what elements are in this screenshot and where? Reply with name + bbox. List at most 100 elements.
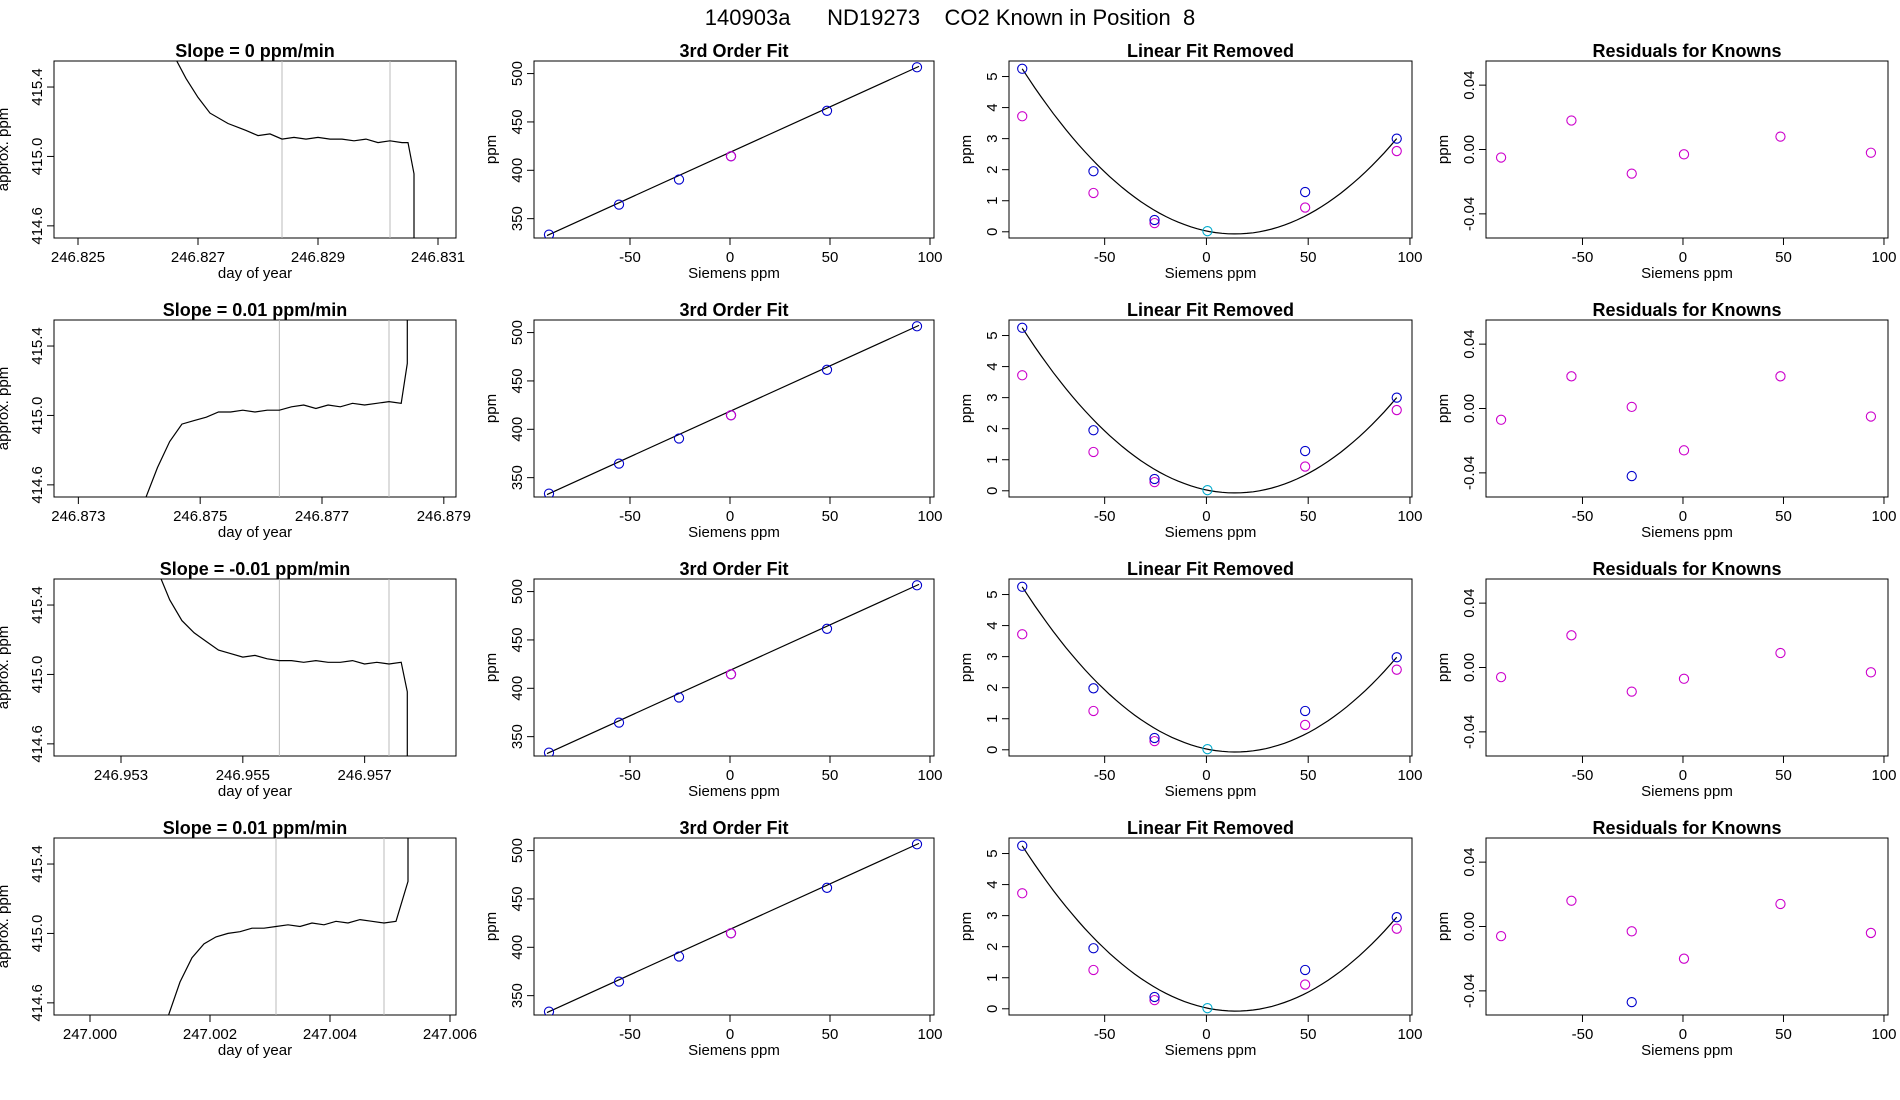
- plot-frame: [533, 837, 935, 1016]
- x-tick-label: -50: [1094, 249, 1116, 266]
- y-tick-label: 3: [984, 393, 1001, 401]
- x-tick-label: 50: [822, 767, 839, 784]
- panel-title: Residuals for Knowns: [1592, 41, 1781, 61]
- panel-fit-4: 3rd Order Fit -50 0 50 100 350 400 450 500 Siemen…: [483, 818, 943, 1059]
- y-tick-label: 0.04: [1461, 330, 1478, 359]
- x-tick-label: 100: [1871, 249, 1896, 266]
- model-point: [1017, 888, 1028, 899]
- x-tick-label: -50: [619, 508, 641, 525]
- reference-point: [725, 151, 737, 162]
- y-axis-label: ppm: [958, 653, 975, 682]
- plot-area: [1495, 895, 1877, 1008]
- plot-frame: [53, 837, 457, 1016]
- x-tick-label: 50: [1775, 1026, 1792, 1043]
- known-point: [821, 105, 833, 116]
- x-tick-label: 50: [1300, 508, 1317, 525]
- y-tick-label: 2: [984, 166, 1001, 174]
- residual-point: [1495, 414, 1507, 425]
- y-axis-label: ppm: [1435, 912, 1452, 941]
- y-axis-label: ppm: [1435, 135, 1452, 164]
- y-tick-label: -0.04: [1461, 197, 1478, 231]
- plot-area: [543, 839, 923, 1015]
- x-tick-label: 0: [1679, 249, 1687, 266]
- panel-time-1: Slope = 0 ppm/min 246.825 246.827 246.829 24…: [0, 41, 465, 282]
- x-tick-label: 50: [822, 508, 839, 525]
- residual-point: [1678, 673, 1690, 684]
- known-point: [1088, 425, 1099, 436]
- panel-time-4: Slope = 0.01 ppm/min 247.000 247.002 247.00…: [0, 818, 477, 1059]
- known-residual-point: [1626, 996, 1637, 1008]
- y-axis-label: ppm: [483, 653, 500, 682]
- x-tick-label: 50: [822, 249, 839, 266]
- model-point: [1088, 446, 1099, 458]
- known-point: [543, 488, 555, 497]
- y-tick-label: 414.6: [29, 207, 46, 245]
- x-tick-label: 247.004: [303, 1026, 357, 1043]
- known-point: [911, 580, 923, 591]
- y-tick-label: 415.0: [29, 138, 46, 176]
- plot-frame: [1485, 837, 1889, 1016]
- y-tick-label: 0.04: [1461, 589, 1478, 618]
- panel-fit-2: 3rd Order Fit -50 0 50 100 350 400 450 500 Siemen…: [483, 300, 943, 541]
- x-tick-label: -50: [1572, 767, 1594, 784]
- x-tick-label: 100: [917, 1026, 942, 1043]
- x-tick-label: -50: [1094, 767, 1116, 784]
- y-tick-label: 500: [509, 579, 526, 604]
- y-tick-label: 500: [509, 320, 526, 345]
- y-tick-label: 0.00: [1461, 653, 1478, 682]
- residual-point: [1775, 898, 1786, 910]
- x-tick-label: 50: [1775, 767, 1792, 784]
- y-tick-label: 414.6: [29, 984, 46, 1022]
- y-tick-label: 5: [984, 331, 1001, 339]
- quadratic-curve: [1021, 327, 1398, 494]
- x-tick-label: 246.873: [51, 508, 105, 525]
- x-tick-label: 50: [1775, 508, 1792, 525]
- x-axis-label: Siemens ppm: [1641, 265, 1733, 282]
- y-tick-label: 2: [984, 943, 1001, 951]
- fit-curve: [546, 842, 920, 1014]
- plot-area: [176, 61, 415, 238]
- y-axis-label: approx. ppm: [0, 626, 12, 709]
- reference-point: [725, 928, 737, 939]
- x-tick-label: -50: [1572, 508, 1594, 525]
- residual-point: [1678, 149, 1690, 160]
- residual-point: [1775, 647, 1786, 659]
- plot-area: [1017, 63, 1402, 237]
- panel-title: Residuals for Knowns: [1592, 818, 1781, 838]
- x-tick-label: 100: [1871, 1026, 1896, 1043]
- model-point: [1391, 404, 1402, 416]
- known-point: [1391, 392, 1402, 403]
- residual-point: [1566, 895, 1577, 906]
- plot-frame: [1008, 837, 1413, 1016]
- y-tick-label: 4: [984, 362, 1001, 370]
- x-tick-label: 0: [1202, 249, 1210, 266]
- known-residual-point: [1626, 470, 1637, 482]
- y-tick-label: 3: [984, 134, 1001, 142]
- reference-point: [1202, 485, 1213, 496]
- plot-frame: [1485, 319, 1889, 498]
- reference-point: [1202, 744, 1213, 755]
- reference-point: [725, 410, 737, 421]
- residual-point: [1865, 927, 1877, 939]
- known-point: [1149, 991, 1160, 1003]
- residual-point: [1626, 926, 1637, 937]
- panel-lin-4: Linear Fit Removed -50 0 50 100 0 1 2 3 4 5 Siemens…: [958, 818, 1422, 1059]
- panel-title: Residuals for Knowns: [1592, 559, 1781, 579]
- y-tick-label: 400: [509, 676, 526, 701]
- y-tick-label: 400: [509, 935, 526, 960]
- y-tick-label: 5: [984, 849, 1001, 857]
- panel-fit-1: 3rd Order Fit -50 0 50 100 350 400 450 500 Siemen…: [483, 41, 943, 282]
- residual-point: [1678, 445, 1690, 456]
- panel-res-3: Residuals for Knowns -50 0 50 100 -0.04 0.00 0.…: [1435, 559, 1896, 800]
- x-axis-label: Siemens ppm: [688, 524, 780, 541]
- x-axis-label: Siemens ppm: [1165, 524, 1257, 541]
- known-point: [613, 717, 625, 728]
- x-tick-label: 0: [726, 249, 734, 266]
- known-point: [1088, 166, 1099, 177]
- x-tick-label: 0: [1679, 767, 1687, 784]
- x-tick-label: 0: [726, 1026, 734, 1043]
- panel-title: Slope = 0.01 ppm/min: [163, 300, 348, 320]
- model-point: [1149, 476, 1160, 488]
- x-tick-label: 246.955: [216, 767, 270, 784]
